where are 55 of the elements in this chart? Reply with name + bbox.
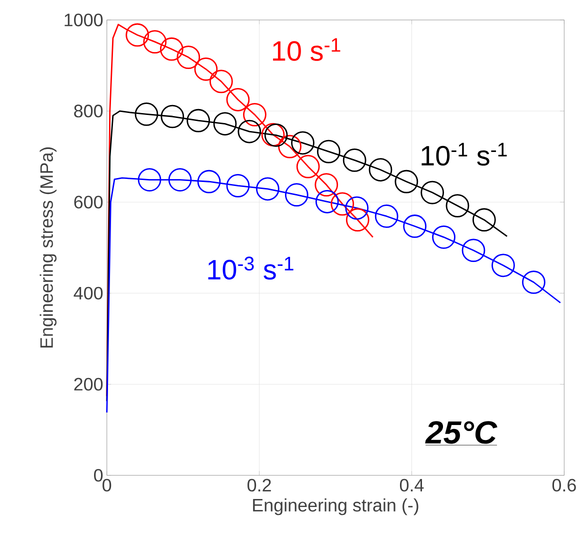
x-tick-label: 0.6 xyxy=(552,478,576,492)
point xyxy=(278,134,302,158)
point xyxy=(210,70,233,94)
point xyxy=(126,23,150,47)
point xyxy=(346,208,370,232)
point xyxy=(138,168,162,192)
point xyxy=(256,177,280,200)
point xyxy=(186,108,210,132)
point xyxy=(213,112,237,136)
point xyxy=(160,104,184,128)
point xyxy=(296,154,320,178)
point xyxy=(394,170,418,194)
point xyxy=(243,102,266,126)
point xyxy=(291,131,314,154)
point xyxy=(522,270,546,294)
y-tick-label: 800 xyxy=(74,104,103,118)
x-axis-title: Engineering strain (-) xyxy=(253,498,418,516)
point xyxy=(226,174,250,198)
annotation: 25°C xyxy=(425,421,498,444)
point xyxy=(446,194,470,218)
point xyxy=(226,88,250,112)
series-label: 10 s$^{-1}$ xyxy=(273,38,340,61)
y-tick-label: 600 xyxy=(74,196,103,208)
x-tick-label: 0.4 xyxy=(400,478,424,492)
point xyxy=(315,190,339,214)
point xyxy=(238,120,262,144)
y-axis-title: Engineering stress (MPa) xyxy=(40,147,57,348)
point xyxy=(492,254,515,277)
point xyxy=(316,140,340,164)
y-tick-label: 400 xyxy=(74,286,103,300)
point xyxy=(284,183,308,206)
point xyxy=(403,214,426,238)
point xyxy=(368,158,392,182)
x-tick-label: 0 xyxy=(102,478,112,492)
legend-label: 10$^{-1}$ s$^{-1}$ xyxy=(422,142,507,166)
point xyxy=(462,238,486,262)
point xyxy=(420,180,444,204)
point xyxy=(168,168,192,192)
y-tick-label: 0 xyxy=(94,468,103,482)
point xyxy=(374,204,398,228)
point xyxy=(472,208,496,232)
point xyxy=(197,170,221,194)
point xyxy=(314,173,338,196)
point xyxy=(143,30,167,54)
text: 10$^{-3}$ s$^{-1}$ xyxy=(208,256,294,280)
y-tick-label: 1000 xyxy=(64,14,103,26)
point xyxy=(345,196,369,220)
y-tick-label: 200 xyxy=(74,378,103,390)
point xyxy=(160,37,184,61)
point xyxy=(176,46,200,69)
point xyxy=(134,102,158,126)
point xyxy=(194,57,218,81)
point xyxy=(432,225,456,249)
x-tick-label: 0.2 xyxy=(248,478,271,492)
point xyxy=(342,148,366,172)
